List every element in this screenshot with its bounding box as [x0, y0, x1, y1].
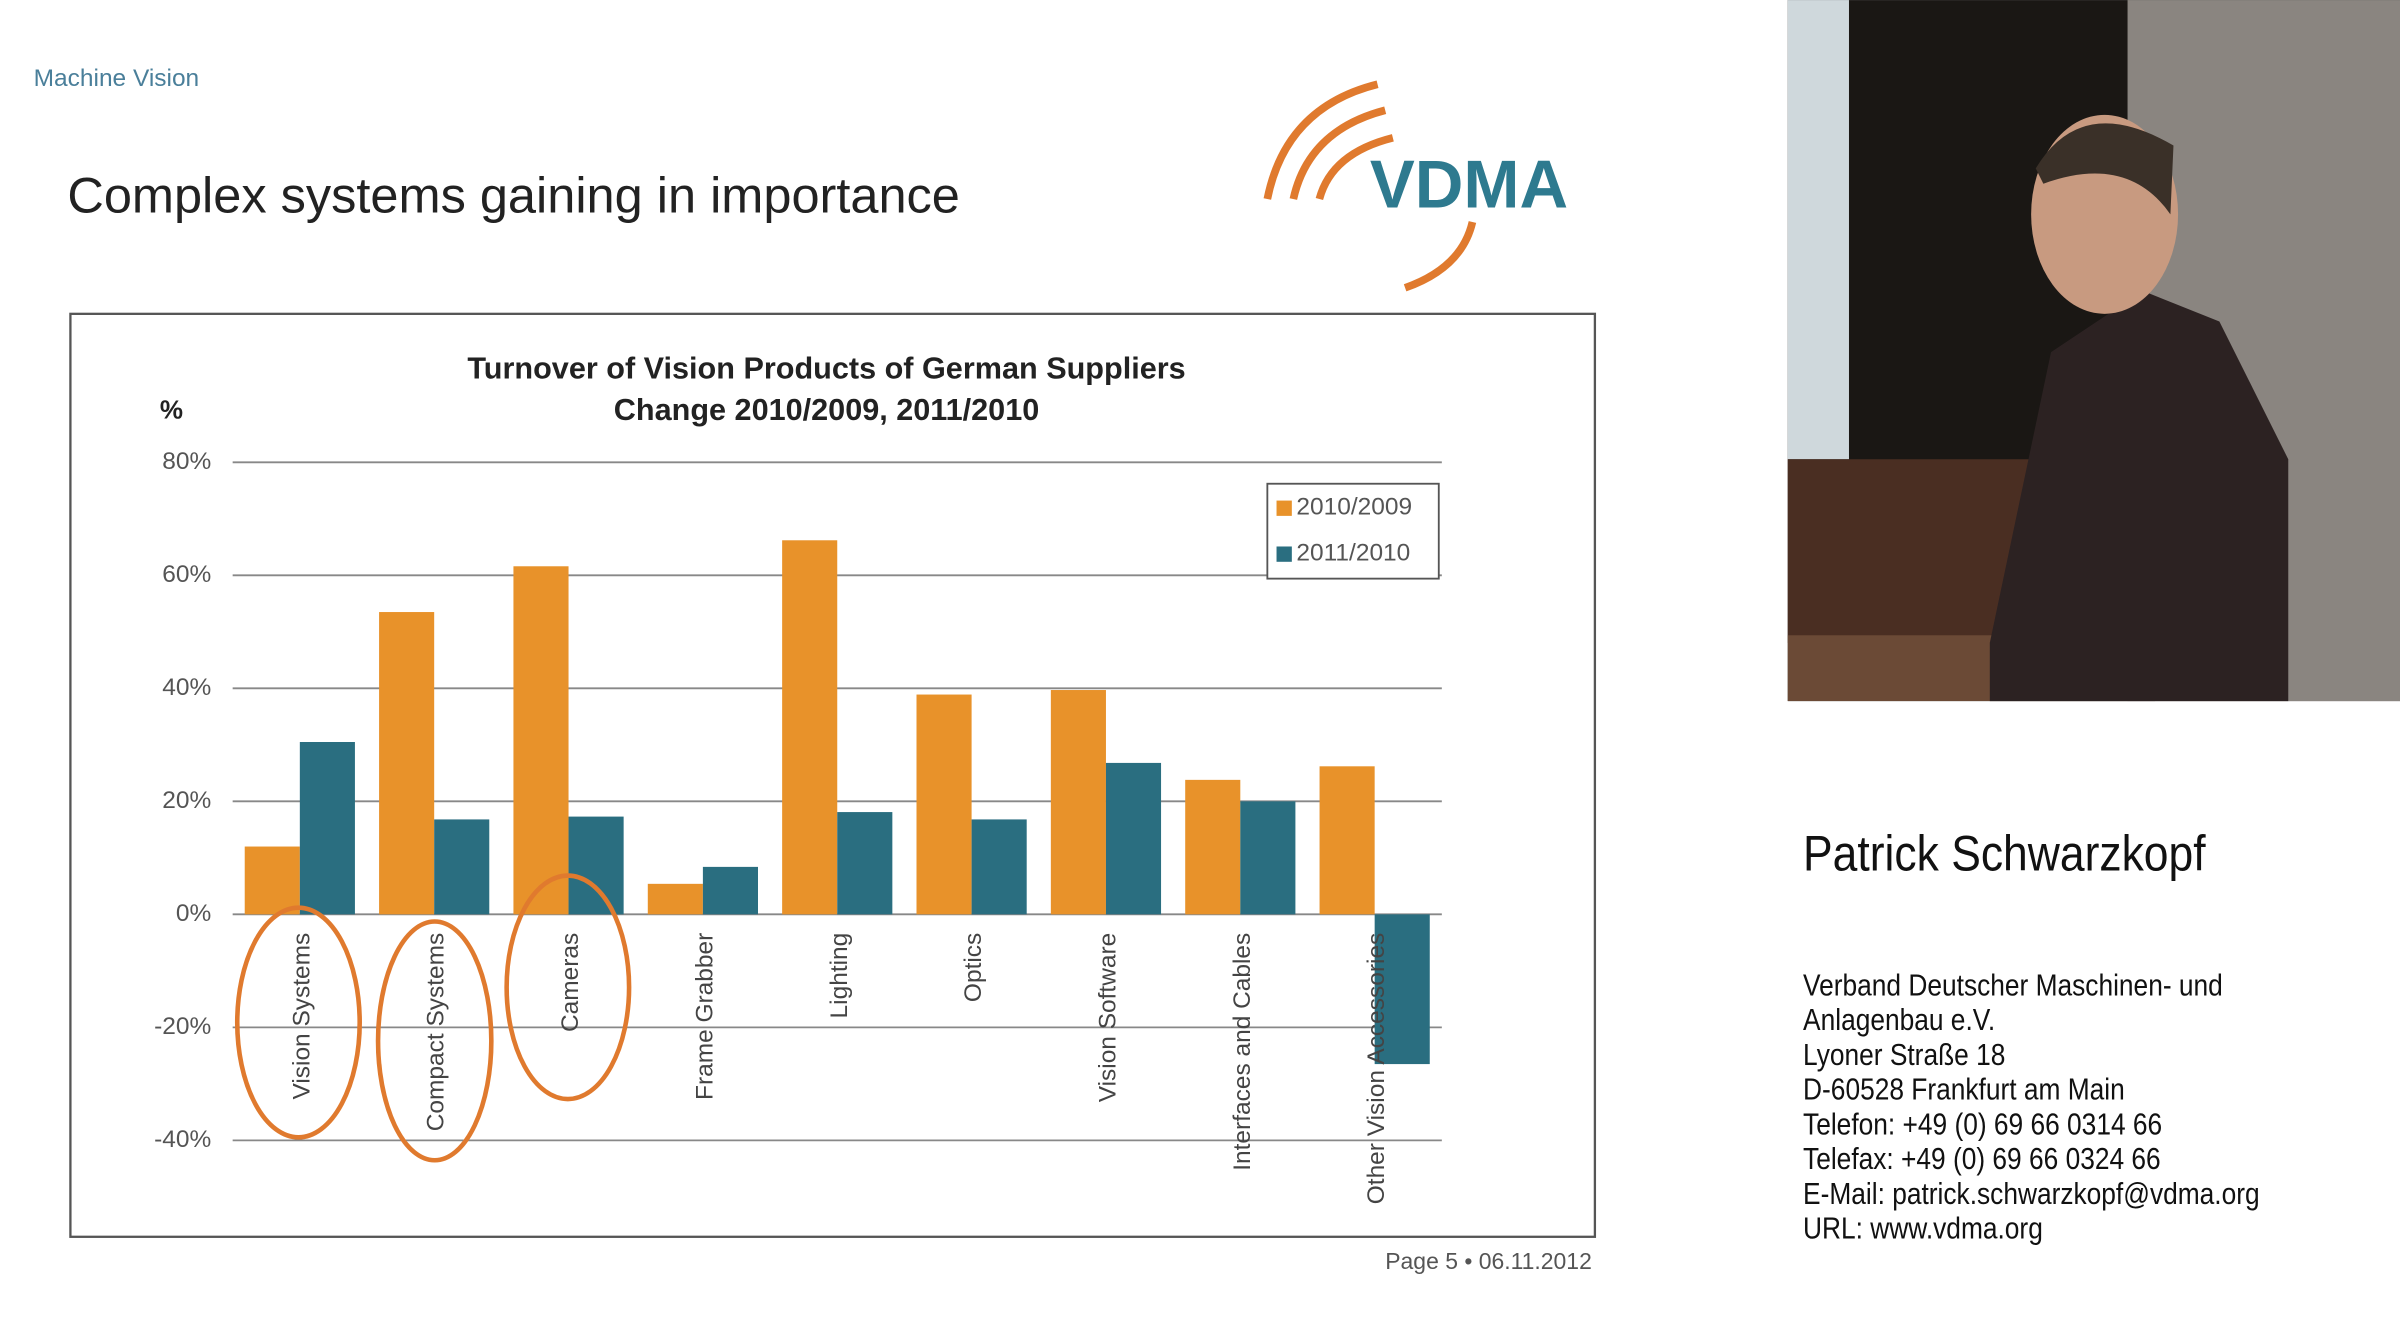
legend-label: 2011/2010 [1296, 540, 1410, 567]
bar [916, 694, 972, 915]
bar [1319, 766, 1375, 915]
speaker-video [1787, 0, 2400, 702]
speaker-hair [2035, 123, 2174, 215]
highlight-ellipse [375, 919, 494, 1163]
bar [702, 866, 758, 915]
legend-swatch [1276, 500, 1292, 516]
x-tick-label: Compact Systems [423, 933, 450, 1132]
logo-arcs [1263, 80, 1477, 292]
bar [513, 566, 569, 915]
x-tick-label: Cameras [557, 933, 584, 1032]
slide-footer: Page 5 • 06.11.2012 [1385, 1248, 1592, 1274]
x-tick-label: Optics [960, 933, 987, 1002]
logo-arc [1263, 80, 1379, 200]
chart-subtitle: Change 2010/2009, 2011/2010 [614, 393, 1039, 427]
bar [837, 812, 893, 915]
y-tick-label: 40% [162, 674, 211, 701]
speaker-name: Patrick Schwarzkopf [1803, 826, 2206, 882]
bar [434, 819, 490, 915]
laptop [1787, 459, 2033, 643]
speaker-body [1989, 290, 2289, 702]
bar [1185, 779, 1241, 915]
highlight-ellipse [504, 873, 632, 1102]
bar [1050, 690, 1106, 915]
y-tick-label: 80% [162, 448, 211, 475]
bar [647, 883, 703, 915]
bar [1374, 914, 1430, 1065]
y-tick-label: 20% [162, 787, 211, 814]
plot: -40% -20% 0% 20% 40% 60% 80% Vision Systems Comp… [154, 448, 1442, 1204]
logo-arc [1289, 106, 1387, 200]
address-line: D-60528 Frankfurt am Main [1803, 1073, 2125, 1107]
bar [299, 742, 355, 915]
x-tick-label: Other Vision Accessories [1363, 933, 1390, 1205]
bar [568, 816, 624, 915]
logo-arc [1403, 221, 1477, 292]
y-axis-label: % [160, 395, 183, 425]
bar [971, 819, 1027, 915]
address-line: E-Mail: patrick.schwarzkopf@vdma.org [1803, 1177, 2260, 1211]
highlight-ellipse [234, 905, 362, 1140]
y-tick-label: 0% [176, 900, 211, 927]
legend-swatch [1276, 546, 1292, 562]
address-line: Verband Deutscher Maschinen- und [1803, 969, 2223, 1003]
y-tick-label: 60% [162, 561, 211, 588]
address-line: URL: www.vdma.org [1803, 1212, 2043, 1246]
y-tick-label: -20% [154, 1013, 211, 1040]
bar [244, 846, 300, 915]
bar [1105, 762, 1162, 915]
y-tick-label: -40% [154, 1126, 211, 1153]
address-line: Telefax: +49 (0) 69 66 0324 66 [1803, 1142, 2161, 1176]
bar [782, 540, 838, 915]
bar [1240, 801, 1296, 915]
logo-arc [1315, 134, 1394, 201]
address-line: Lyoner Straße 18 [1803, 1038, 2005, 1072]
legend-box [1266, 482, 1440, 580]
address-line: Telefon: +49 (0) 69 66 0314 66 [1803, 1108, 2162, 1142]
highlight-circles [234, 873, 632, 1163]
x-tick-label: Vision Systems [288, 933, 315, 1100]
x-tick-label: Lighting [826, 933, 853, 1019]
x-tick-label: Frame Grabber [691, 933, 718, 1100]
legend-label: 2010/2009 [1296, 494, 1412, 521]
chart-title: Turnover of Vision Products of German Su… [467, 352, 1185, 386]
bar [379, 612, 435, 915]
x-tick-label: Interfaces and Cables [1229, 933, 1256, 1171]
x-tick-label: Vision Software [1094, 933, 1121, 1103]
section-label: Machine Vision [34, 65, 200, 92]
logo-text: VDMA [1370, 148, 1568, 223]
speaker-address: Verband Deutscher Maschinen- undAnlagenb… [1803, 969, 2260, 1247]
projection-screen [1787, 0, 1849, 460]
address-line: Anlagenbau e.V. [1803, 1003, 1995, 1037]
slide-title: Complex systems gaining in importance [67, 166, 960, 223]
